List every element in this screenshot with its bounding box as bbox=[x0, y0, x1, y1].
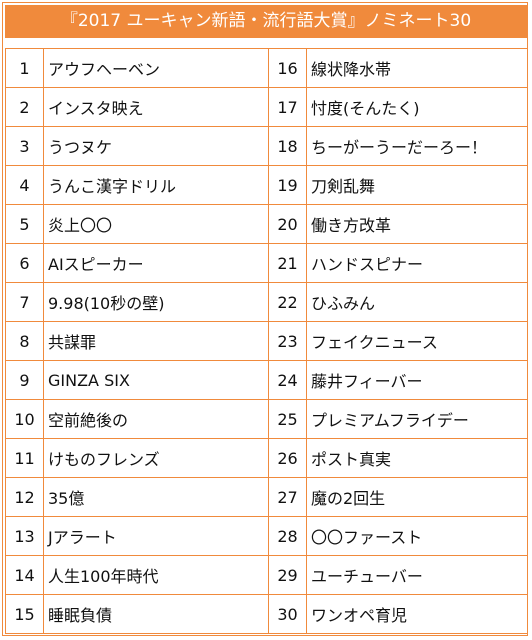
table-row: 2 インスタ映え 17 忖度(そんたく) bbox=[5, 87, 528, 127]
rank-cell: 26 bbox=[268, 438, 307, 478]
rank-cell: 29 bbox=[268, 555, 307, 595]
word-cell: ハンドスピナー bbox=[306, 243, 528, 283]
table-row: 13 Jアラート 28 〇〇ファースト bbox=[5, 516, 528, 556]
rank-cell: 5 bbox=[5, 204, 44, 244]
table-row: 7 9.98(10秒の壁) 22 ひふみん bbox=[5, 282, 528, 322]
word-cell: ポスト真実 bbox=[306, 438, 528, 478]
word-cell: アウフヘーベン bbox=[43, 48, 269, 88]
rank-cell: 3 bbox=[5, 126, 44, 166]
word-cell: 炎上〇〇 bbox=[43, 204, 269, 244]
rank-cell: 27 bbox=[268, 477, 307, 517]
word-cell: 共謀罪 bbox=[43, 321, 269, 361]
word-cell: 人生100年時代 bbox=[43, 555, 269, 595]
title: 『2017 ユーキャン新語・流行語大賞』ノミネート30 bbox=[5, 5, 527, 38]
word-cell: 魔の2回生 bbox=[306, 477, 528, 517]
rank-cell: 23 bbox=[268, 321, 307, 361]
rank-cell: 15 bbox=[5, 594, 44, 634]
word-cell: 忖度(そんたく) bbox=[306, 87, 528, 127]
table-row: 11 けものフレンズ 26 ポスト真実 bbox=[5, 438, 528, 478]
rank-cell: 21 bbox=[268, 243, 307, 283]
table-row: 14 人生100年時代 29 ユーチューバー bbox=[5, 555, 528, 595]
table-row: 6 AIスピーカー 21 ハンドスピナー bbox=[5, 243, 528, 283]
rank-cell: 17 bbox=[268, 87, 307, 127]
rank-cell: 19 bbox=[268, 165, 307, 205]
table-row: 3 うつヌケ 18 ちーがーうーだーろー！ bbox=[5, 126, 528, 166]
word-cell: Jアラート bbox=[43, 516, 269, 556]
rank-cell: 9 bbox=[5, 360, 44, 400]
word-cell: 35億 bbox=[43, 477, 269, 517]
table-row: 12 35億 27 魔の2回生 bbox=[5, 477, 528, 517]
word-cell: GINZA SIX bbox=[43, 360, 269, 400]
rank-cell: 7 bbox=[5, 282, 44, 322]
rank-cell: 13 bbox=[5, 516, 44, 556]
rank-cell: 14 bbox=[5, 555, 44, 595]
word-cell: 空前絶後の bbox=[43, 399, 269, 439]
word-cell: ユーチューバー bbox=[306, 555, 528, 595]
rank-cell: 30 bbox=[268, 594, 307, 634]
word-cell: うつヌケ bbox=[43, 126, 269, 166]
word-cell: 働き方改革 bbox=[306, 204, 528, 244]
word-cell: 〇〇ファースト bbox=[306, 516, 528, 556]
word-cell: プレミアムフライデー bbox=[306, 399, 528, 439]
table-row: 5 炎上〇〇 20 働き方改革 bbox=[5, 204, 528, 244]
table-row: 8 共謀罪 23 フェイクニュース bbox=[5, 321, 528, 361]
word-cell: けものフレンズ bbox=[43, 438, 269, 478]
word-cell: 線状降水帯 bbox=[306, 48, 528, 88]
word-cell: AIスピーカー bbox=[43, 243, 269, 283]
rank-cell: 6 bbox=[5, 243, 44, 283]
rank-cell: 10 bbox=[5, 399, 44, 439]
table-row: 10 空前絶後の 25 プレミアムフライデー bbox=[5, 399, 528, 439]
table-row: 4 うんこ漢字ドリル 19 刀剣乱舞 bbox=[5, 165, 528, 205]
rank-cell: 12 bbox=[5, 477, 44, 517]
word-cell: ワンオペ育児 bbox=[306, 594, 528, 634]
rank-cell: 18 bbox=[268, 126, 307, 166]
table-row: 15 睡眠負債 30 ワンオペ育児 bbox=[5, 594, 528, 634]
word-cell: 藤井フィーバー bbox=[306, 360, 528, 400]
word-cell: フェイクニュース bbox=[306, 321, 528, 361]
rank-cell: 25 bbox=[268, 399, 307, 439]
rank-cell: 16 bbox=[268, 48, 307, 88]
rank-cell: 20 bbox=[268, 204, 307, 244]
rank-cell: 2 bbox=[5, 87, 44, 127]
word-cell: 刀剣乱舞 bbox=[306, 165, 528, 205]
frame bbox=[2, 2, 528, 636]
word-cell: インスタ映え bbox=[43, 87, 269, 127]
word-cell: 睡眠負債 bbox=[43, 594, 269, 634]
word-cell: ちーがーうーだーろー！ bbox=[306, 126, 528, 166]
table-row: 1 アウフヘーベン 16 線状降水帯 bbox=[5, 48, 528, 88]
rank-cell: 28 bbox=[268, 516, 307, 556]
rank-cell: 1 bbox=[5, 48, 44, 88]
nominee-table: 1 アウフヘーベン 16 線状降水帯 2 インスタ映え 17 忖度(そんたく) 3 うつヌケ 18 ち… bbox=[5, 48, 528, 634]
word-cell: うんこ漢字ドリル bbox=[43, 165, 269, 205]
word-cell: ひふみん bbox=[306, 282, 528, 322]
word-cell: 9.98(10秒の壁) bbox=[43, 282, 269, 322]
rank-cell: 4 bbox=[5, 165, 44, 205]
rank-cell: 8 bbox=[5, 321, 44, 361]
rank-cell: 24 bbox=[268, 360, 307, 400]
rank-cell: 11 bbox=[5, 438, 44, 478]
rank-cell: 22 bbox=[268, 282, 307, 322]
table-row: 9 GINZA SIX 24 藤井フィーバー bbox=[5, 360, 528, 400]
